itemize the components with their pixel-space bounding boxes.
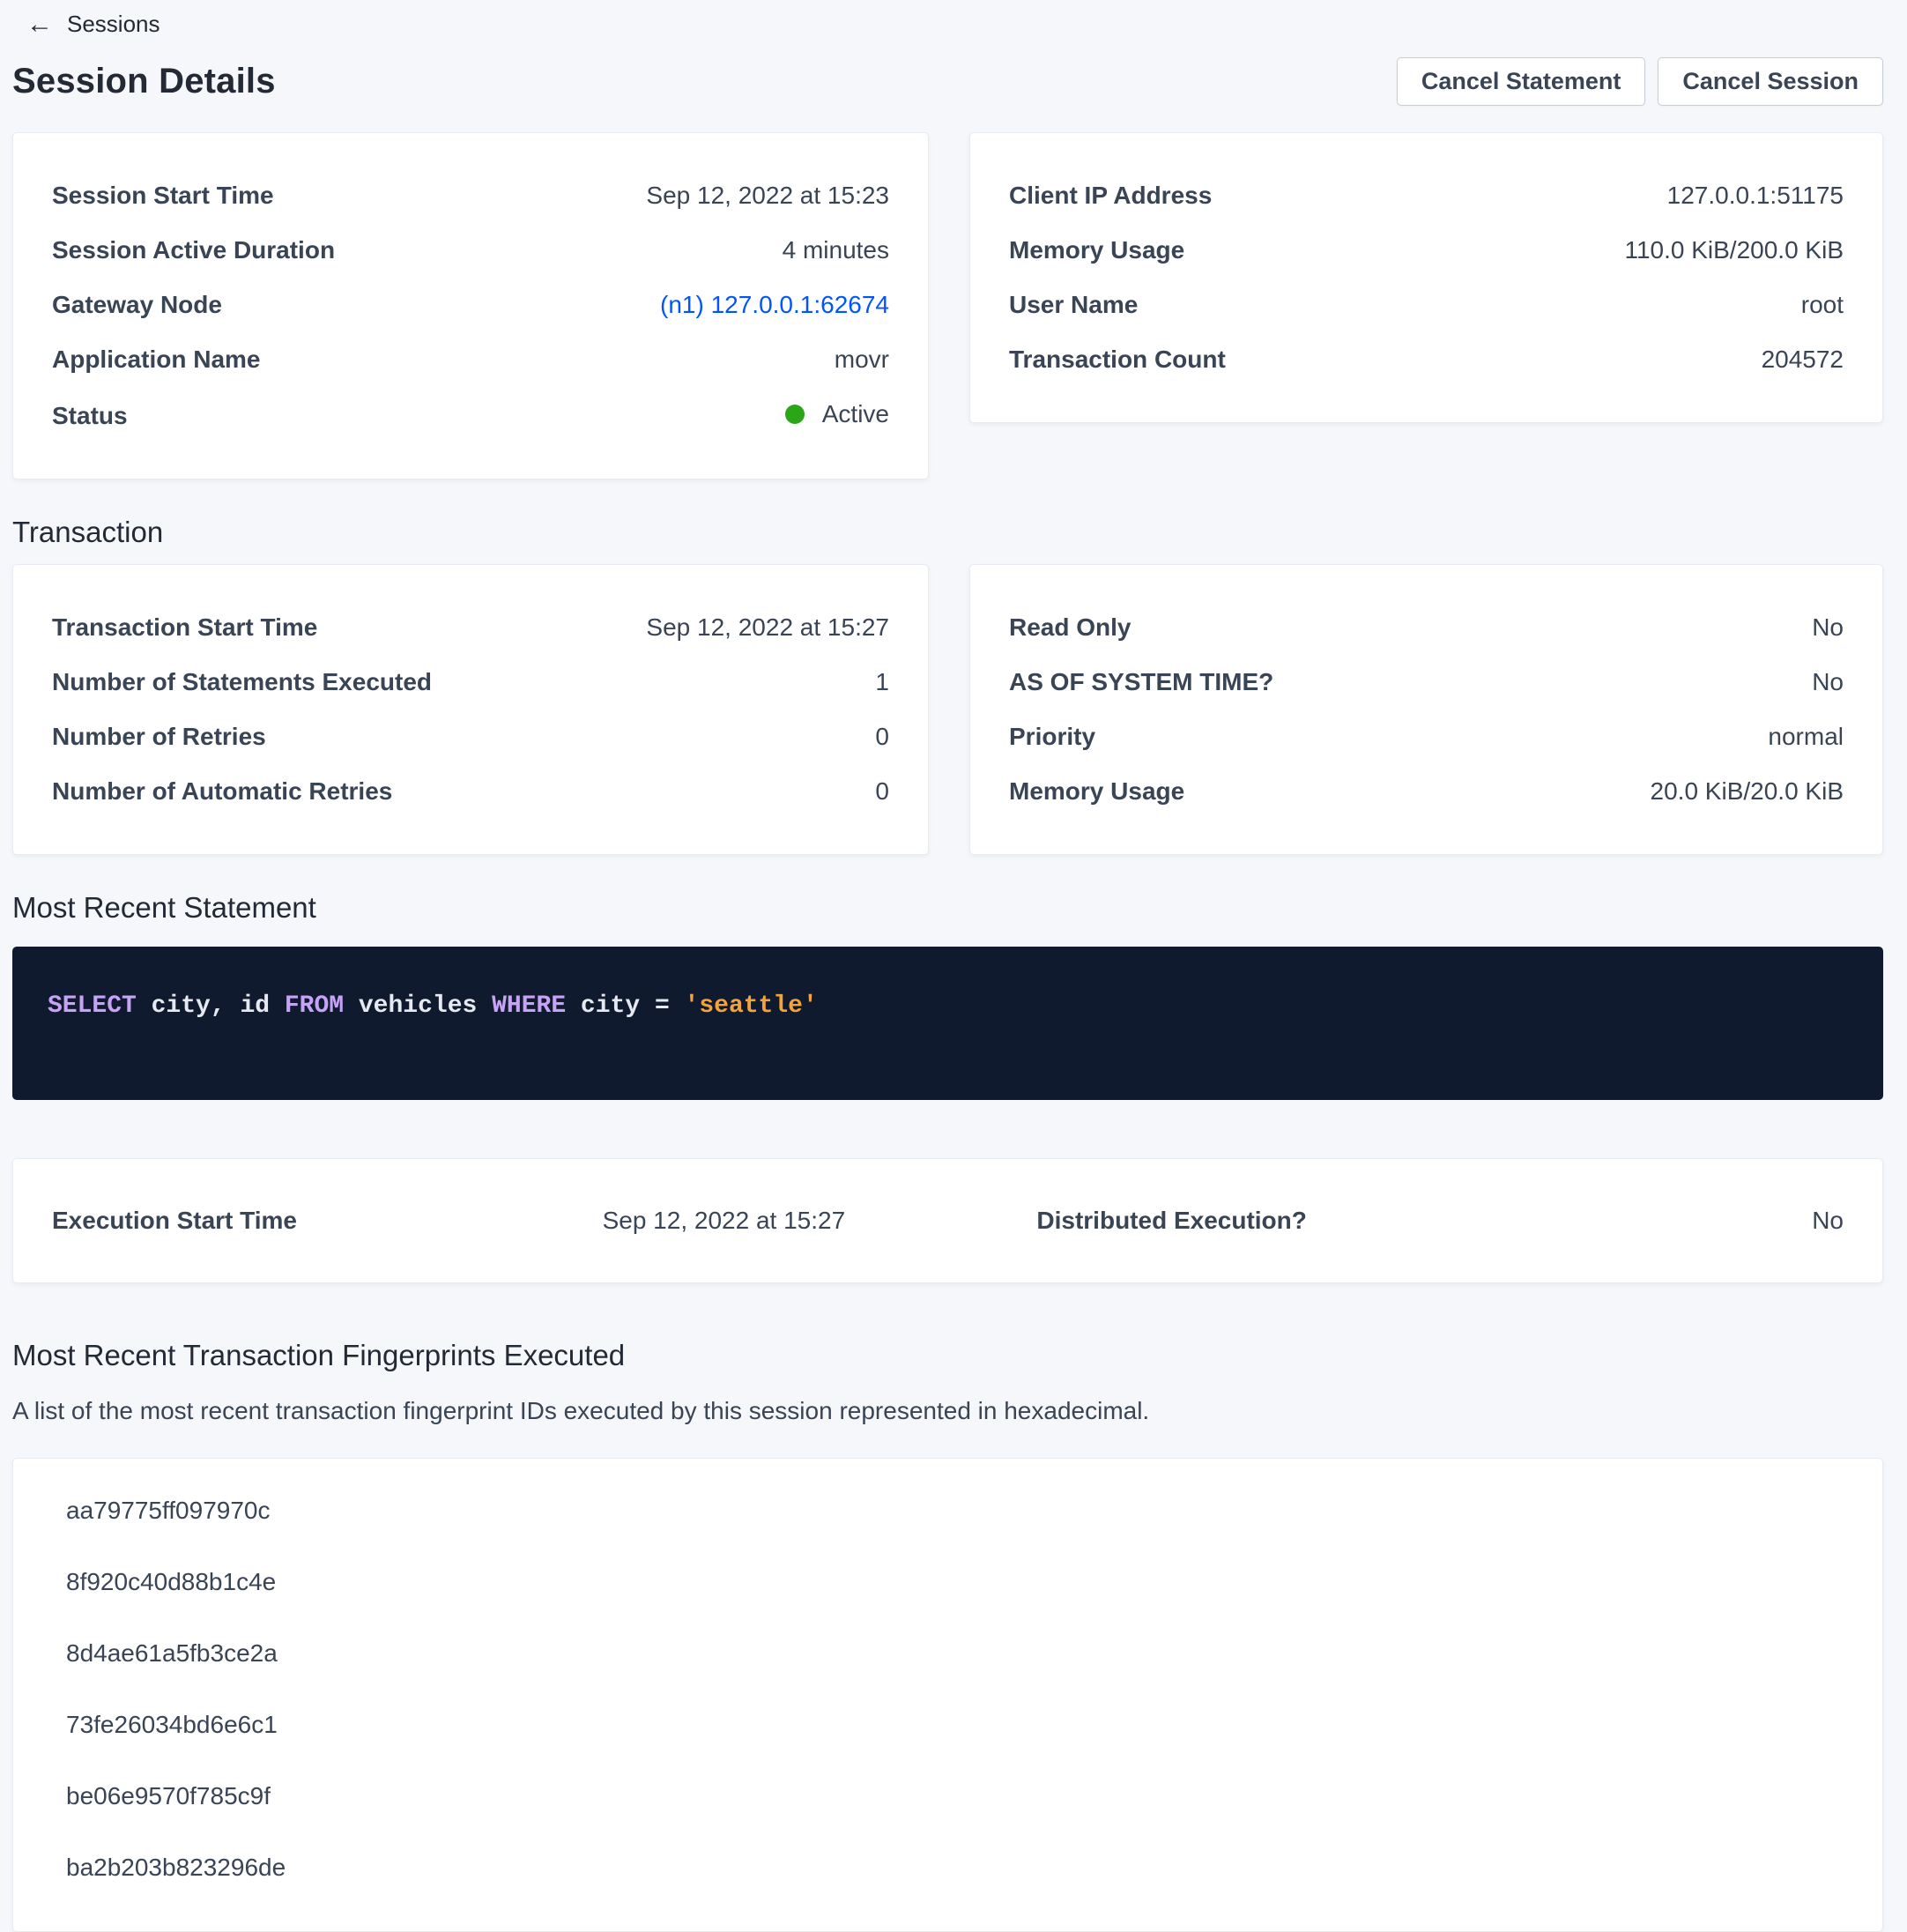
page-header: Session Details Cancel Statement Cancel … (12, 57, 1883, 106)
as-of-system-time-value: No (1812, 668, 1844, 695)
header-actions: Cancel Statement Cancel Session (1396, 57, 1883, 106)
execution-start-time-value: Sep 12, 2022 at 15:27 (602, 1207, 846, 1234)
transaction-info-card: Transaction Start Time Sep 12, 2022 at 1… (12, 564, 929, 855)
read-only-label: Read Only (1009, 613, 1132, 641)
back-to-sessions-link[interactable]: ← Sessions (26, 11, 160, 38)
session-memory-usage-label: Memory Usage (1009, 236, 1185, 264)
session-memory-usage-value: 110.0 KiB/200.0 KiB (1624, 236, 1844, 264)
as-of-system-time-row: AS OF SYSTEM TIME? No (1009, 667, 1844, 697)
execution-start-time-label: Execution Start Time (52, 1207, 298, 1234)
automatic-retries-row: Number of Automatic Retries 0 (52, 777, 889, 806)
priority-value: normal (1768, 723, 1844, 750)
session-start-time-value: Sep 12, 2022 at 15:23 (646, 182, 889, 209)
fingerprint-list-item: ba2b203b823296de (66, 1854, 286, 1881)
user-name-value: root (1800, 291, 1844, 318)
application-name-value: movr (834, 346, 889, 373)
session-memory-usage-row: Memory Usage 110.0 KiB/200.0 KiB (1009, 235, 1844, 265)
gateway-node-label: Gateway Node (52, 291, 222, 318)
transaction-start-time-label: Transaction Start Time (52, 613, 318, 641)
user-name-row: User Name root (1009, 290, 1844, 320)
client-info-card: Client IP Address 127.0.0.1:51175 Memory… (969, 132, 1883, 423)
automatic-retries-value: 0 (875, 777, 889, 805)
transaction-count-label: Transaction Count (1009, 346, 1226, 373)
status-label: Status (52, 402, 128, 429)
read-only-value: No (1812, 613, 1844, 641)
client-ip-value: 127.0.0.1:51175 (1666, 182, 1844, 209)
fingerprints-description: A list of the most recent transaction fi… (12, 1397, 1150, 1424)
session-start-time-row: Session Start Time Sep 12, 2022 at 15:23 (52, 181, 889, 211)
status-value: Active (784, 399, 889, 429)
transaction-memory-usage-row: Memory Usage 20.0 KiB/20.0 KiB (1009, 777, 1844, 806)
sql-text: vehicles (344, 992, 493, 1020)
gateway-node-link[interactable]: (n1) 127.0.0.1:62674 (660, 291, 889, 318)
back-link-label[interactable]: Sessions (67, 11, 160, 37)
fingerprints-section-heading: Most Recent Transaction Fingerprints Exe… (12, 1339, 626, 1371)
retries-value: 0 (875, 723, 889, 750)
client-ip-row: Client IP Address 127.0.0.1:51175 (1009, 181, 1844, 211)
sql-keyword: WHERE (492, 992, 567, 1020)
priority-row: Priority normal (1009, 722, 1844, 752)
sql-string-literal: 'seattle' (684, 992, 818, 1020)
fingerprint-list-item: 73fe26034bd6e6c1 (66, 1711, 278, 1738)
statements-executed-label: Number of Statements Executed (52, 668, 432, 695)
back-arrow-icon: ← (26, 9, 53, 39)
gateway-node-row: Gateway Node (n1) 127.0.0.1:62674 (52, 290, 889, 320)
statements-executed-value: 1 (875, 668, 889, 695)
session-active-duration-label: Session Active Duration (52, 236, 336, 264)
distributed-execution-value: No (1812, 1207, 1844, 1234)
fingerprint-list-item: be06e9570f785c9f (66, 1782, 271, 1809)
status-active-text: Active (821, 400, 889, 427)
transaction-count-value: 204572 (1761, 346, 1844, 373)
status-row: Status Active (52, 399, 889, 431)
sql-keyword: FROM (284, 992, 345, 1020)
status-active-dot-icon (784, 405, 805, 424)
priority-label: Priority (1009, 723, 1096, 750)
session-active-duration-value: 4 minutes (782, 236, 889, 264)
transaction-grid: Transaction Start Time Sep 12, 2022 at 1… (12, 564, 1883, 855)
execution-details-card: Execution Start Time Sep 12, 2022 at 15:… (12, 1158, 1883, 1283)
sql-statement-box: SELECT city, id FROM vehicles WHERE city… (12, 947, 1883, 1100)
statements-executed-row: Number of Statements Executed 1 (52, 667, 889, 697)
session-summary-grid: Session Start Time Sep 12, 2022 at 15:23… (12, 132, 1883, 479)
cancel-session-button[interactable]: Cancel Session (1658, 57, 1883, 106)
cancel-statement-button[interactable]: Cancel Statement (1396, 57, 1646, 106)
as-of-system-time-label: AS OF SYSTEM TIME? (1009, 668, 1274, 695)
fingerprint-list-item: aa79775ff097970c (66, 1497, 271, 1524)
transaction-count-row: Transaction Count 204572 (1009, 345, 1844, 375)
fingerprints-list-card: aa79775ff097970c 8f920c40d88b1c4e 8d4ae6… (12, 1458, 1883, 1932)
transaction-properties-card: Read Only No AS OF SYSTEM TIME? No Prior… (969, 564, 1883, 855)
session-info-card: Session Start Time Sep 12, 2022 at 15:23… (12, 132, 929, 479)
sql-text: city = (566, 992, 685, 1020)
transaction-start-time-value: Sep 12, 2022 at 15:27 (646, 613, 889, 641)
application-name-label: Application Name (52, 346, 261, 373)
transaction-memory-usage-value: 20.0 KiB/20.0 KiB (1650, 777, 1844, 805)
fingerprint-list-item: 8f920c40d88b1c4e (66, 1568, 277, 1595)
retries-label: Number of Retries (52, 723, 266, 750)
transaction-section-heading: Transaction (12, 516, 164, 548)
automatic-retries-label: Number of Automatic Retries (52, 777, 393, 805)
distributed-execution-label: Distributed Execution? (1036, 1207, 1307, 1234)
fingerprint-list-item: 8d4ae61a5fb3ce2a (66, 1639, 278, 1667)
client-ip-label: Client IP Address (1009, 182, 1213, 209)
transaction-memory-usage-label: Memory Usage (1009, 777, 1185, 805)
read-only-row: Read Only No (1009, 613, 1844, 643)
application-name-row: Application Name movr (52, 345, 889, 375)
sql-keyword: SELECT (48, 992, 137, 1020)
session-start-time-label: Session Start Time (52, 182, 274, 209)
most-recent-statement-heading: Most Recent Statement (12, 891, 316, 924)
sql-text: city, id (136, 992, 285, 1020)
user-name-label: User Name (1009, 291, 1139, 318)
session-active-duration-row: Session Active Duration 4 minutes (52, 235, 889, 265)
page-title: Session Details (12, 62, 276, 100)
retries-row: Number of Retries 0 (52, 722, 889, 752)
transaction-start-time-row: Transaction Start Time Sep 12, 2022 at 1… (52, 613, 889, 643)
